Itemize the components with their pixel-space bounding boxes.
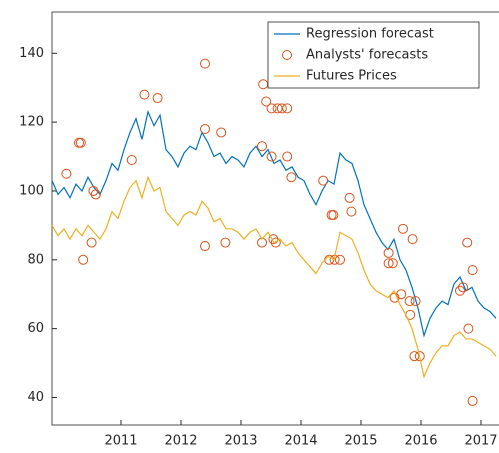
y-tick-label: 60 [27,321,44,336]
series-line [51,109,497,338]
x-tick-label: 2015 [344,434,377,449]
forecast-point [383,247,394,258]
forecast-point [266,103,277,114]
forecast-point [346,206,357,217]
legend: Regression forecast Analysts' forecasts Fu… [267,21,480,89]
forecast-point [282,151,293,162]
forecast-point [200,124,210,135]
series-line [51,175,497,379]
forecast-point [387,258,398,269]
forecast-point [86,237,97,248]
forecast-point [458,282,468,293]
forecast-point [200,58,210,69]
forecast-point [396,289,407,300]
forecast-point [276,103,287,114]
forecast-point [126,154,137,165]
forecast-point [282,103,293,114]
x-tick-label: 2012 [164,434,197,449]
forecast-point [78,254,89,265]
legend-label: Regression forecast [306,27,434,42]
forecast-point [61,168,72,179]
legend-label: Analysts' forecasts [306,48,428,63]
forecast-point [414,351,425,362]
x-tick-label: 2014 [284,434,317,449]
forecast-point [286,172,297,183]
x-tick-label: 2017 [464,434,497,449]
forecast-point [398,223,408,234]
forecast-point [270,237,281,248]
legend-swatch [282,50,292,60]
y-tick-label: 80 [27,252,44,267]
forecast-point [407,234,418,245]
forecast-point [216,127,227,138]
y-tick-label: 140 [19,46,44,61]
forecast-point [152,93,163,104]
forecast-point [463,323,474,334]
forecast-point [335,254,345,265]
forecast-point [328,210,339,221]
forecast-point [90,189,101,200]
forecast-point [257,141,267,152]
x-tick-label: 2016 [404,434,437,449]
forecast-point [268,234,279,245]
legend-label: Futures Prices [306,69,397,84]
forecast-point [266,151,277,162]
forecast-point [318,175,329,186]
forecast-point [404,296,415,307]
forecast-point [467,265,478,276]
x-tick-label: 2011 [104,434,137,449]
forecast-point [410,296,421,307]
legend-box [267,21,480,89]
forecast-point [139,89,150,100]
forecast-point [88,185,99,196]
forecast-point [383,258,394,269]
y-tick-label: 100 [19,183,44,198]
x-tick-label: 2013 [224,434,257,449]
forecast-point [200,241,210,252]
forecast-point [467,395,478,406]
forecast-point [272,103,283,114]
forecast-point [261,96,272,107]
forecast-point [455,285,465,296]
forecast-point [344,192,355,203]
forecast-point [462,237,473,248]
forecast-point [220,237,231,248]
forecast-point [75,137,86,148]
y-tick-label: 40 [27,390,44,405]
y-tick-label: 120 [19,115,44,130]
